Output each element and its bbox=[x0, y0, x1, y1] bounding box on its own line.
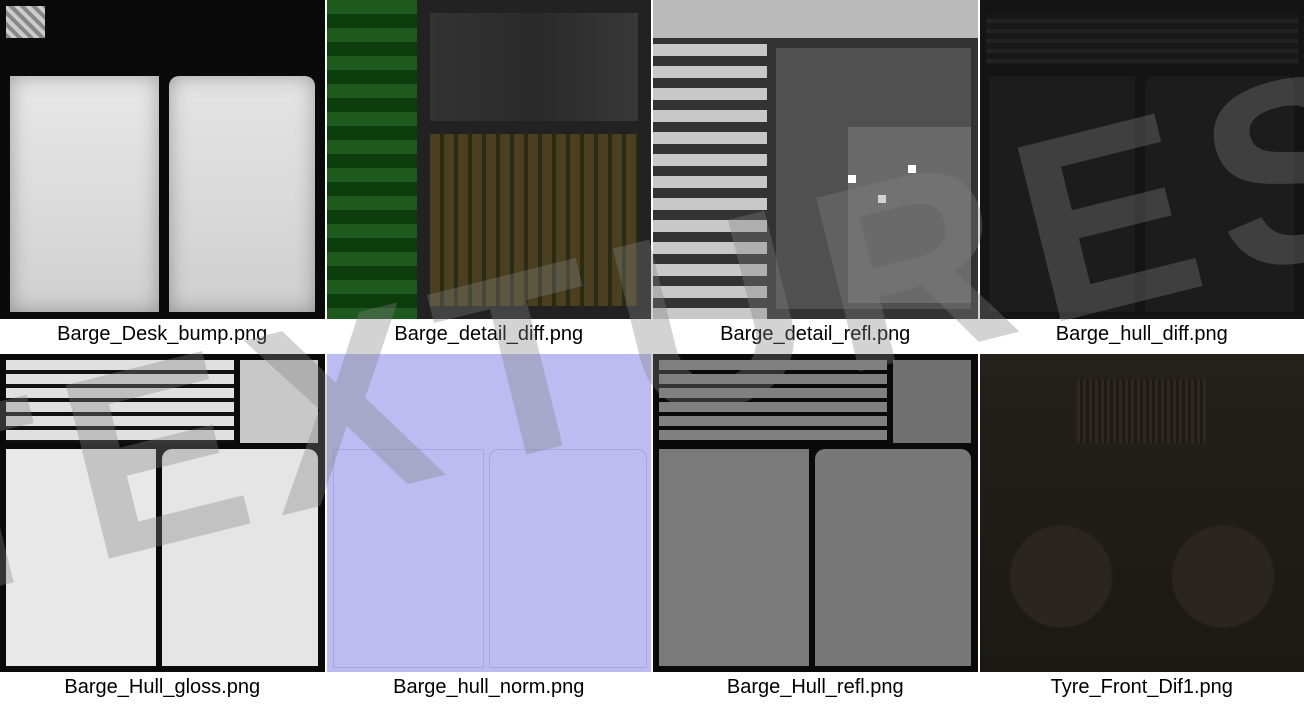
texture-thumbnail-image bbox=[327, 0, 652, 319]
thumbnail-cell[interactable]: Barge_detail_diff.png bbox=[327, 0, 652, 352]
thumbnail-cell[interactable]: Barge_Hull_refl.png bbox=[653, 354, 978, 705]
thumbnail-cell[interactable]: Barge_Hull_gloss.png bbox=[0, 354, 325, 705]
thumbnail-filename-label: Barge_detail_refl.png bbox=[653, 319, 978, 352]
texture-thumbnail-image bbox=[0, 354, 325, 673]
thumbnail-filename-label: Barge_Hull_refl.png bbox=[653, 672, 978, 705]
thumbnail-filename-label: Barge_Hull_gloss.png bbox=[0, 672, 325, 705]
thumbnail-filename-label: Barge_hull_norm.png bbox=[327, 672, 652, 705]
thumbnail-cell[interactable]: Barge_hull_norm.png bbox=[327, 354, 652, 705]
thumbnail-filename-label: Barge_detail_diff.png bbox=[327, 319, 652, 352]
thumbnail-filename-label: Barge_hull_diff.png bbox=[980, 319, 1304, 352]
thumbnail-cell[interactable]: Barge_detail_refl.png bbox=[653, 0, 978, 352]
thumbnail-cell[interactable]: Barge_hull_diff.png bbox=[980, 0, 1304, 352]
texture-thumbnail-image bbox=[980, 0, 1304, 319]
texture-thumbnail-image bbox=[653, 0, 978, 319]
texture-thumbnail-image bbox=[327, 354, 652, 673]
texture-thumbnail-image bbox=[653, 354, 978, 673]
texture-thumbnail-image bbox=[980, 354, 1304, 673]
thumbnail-filename-label: Barge_Desk_bump.png bbox=[0, 319, 325, 352]
texture-thumbnail-image bbox=[0, 0, 325, 319]
thumbnail-cell[interactable]: Tyre_Front_Dif1.png bbox=[980, 354, 1304, 705]
texture-thumbnail-grid: Barge_Desk_bump.png Barge_detail_diff.pn… bbox=[0, 0, 1304, 705]
thumbnail-cell[interactable]: Barge_Desk_bump.png bbox=[0, 0, 325, 352]
thumbnail-filename-label: Tyre_Front_Dif1.png bbox=[980, 672, 1304, 705]
